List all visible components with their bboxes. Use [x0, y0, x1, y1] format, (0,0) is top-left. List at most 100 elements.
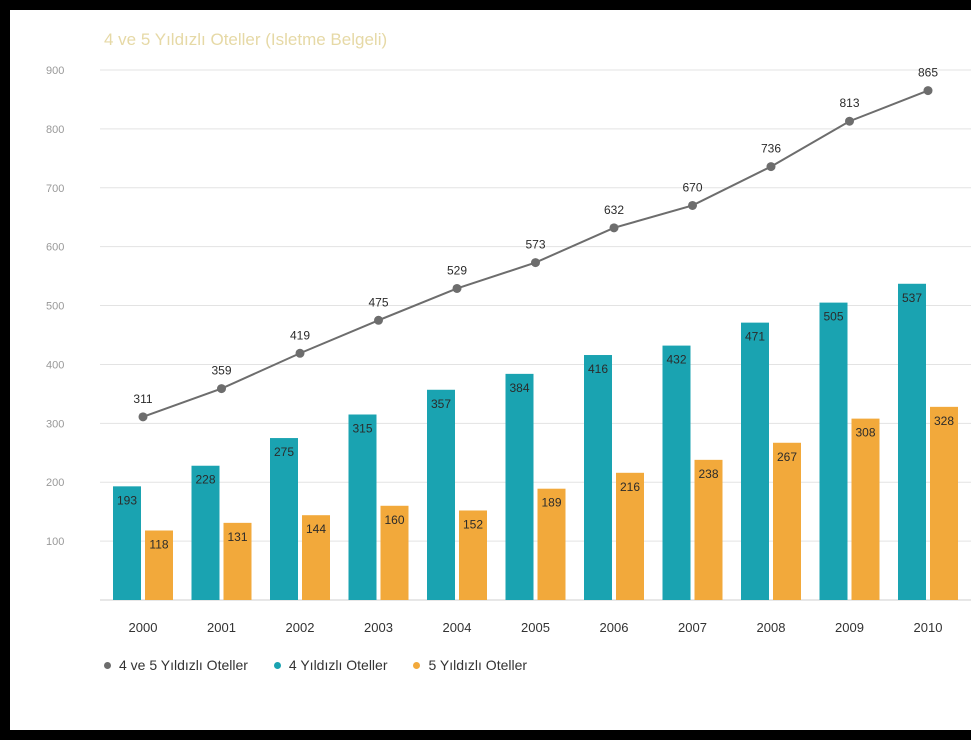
- y-tick-label: 400: [46, 359, 64, 371]
- chart-legend: 4 ve 5 Yıldızlı Oteller 4 Yıldızlı Otell…: [104, 657, 553, 673]
- bar-5-star: [380, 505, 409, 600]
- legend-label-4-star: 4 Yıldızlı Oteller: [288, 657, 388, 673]
- bar-4-star: [427, 389, 455, 600]
- legend-item-5-star: 5 Yıldızlı Oteller: [413, 657, 527, 673]
- bar-5-star-label: 328: [934, 414, 954, 428]
- legend-item-4-star: 4 Yıldızlı Oteller: [273, 657, 388, 673]
- x-tick-label: 2003: [364, 620, 393, 635]
- bar-4-star-label: 315: [352, 422, 372, 436]
- bar-5-star: [537, 488, 566, 600]
- bar-4-star: [898, 283, 926, 600]
- bar-4-star: [505, 373, 534, 600]
- y-tick-label: 500: [46, 301, 64, 313]
- line-total: [142, 89, 929, 418]
- bar-5-star: [302, 515, 330, 600]
- bar-5-star: [459, 510, 487, 600]
- line-total-label: 529: [447, 263, 467, 277]
- bar-5-star: [930, 406, 958, 600]
- line-total-label: 419: [290, 328, 310, 342]
- bar-4-star-label: 275: [274, 445, 294, 459]
- bar-4-star-label: 537: [902, 291, 922, 305]
- legend-label-total: 4 ve 5 Yıldızlı Oteller: [119, 657, 248, 673]
- bar-4-star-label: 357: [431, 397, 451, 411]
- bar-5-star-label: 189: [541, 496, 561, 510]
- bar-5-star: [223, 522, 252, 600]
- bar-5-star: [694, 459, 723, 600]
- bar-4-star-label: 228: [195, 473, 215, 487]
- bar-4-star: [741, 322, 769, 600]
- bar-4-star: [819, 302, 848, 600]
- bar-4-star: [584, 355, 612, 600]
- bar-4-star: [270, 438, 298, 600]
- x-tick-label: 2001: [207, 620, 236, 635]
- line-total-point: [138, 412, 148, 422]
- legend-marker-4-star: [273, 661, 281, 669]
- x-tick-label: 2008: [757, 620, 786, 635]
- bar-5-star-label: 238: [698, 467, 718, 481]
- legend-item-total: 4 ve 5 Yıldızlı Oteller: [104, 657, 248, 673]
- bar-5-star: [773, 442, 801, 600]
- bar-4-star-label: 505: [823, 310, 843, 324]
- line-total-label: 475: [368, 295, 388, 309]
- line-total-label: 359: [211, 364, 231, 378]
- legend-label-5-star: 5 Yıldızlı Oteller: [428, 657, 528, 673]
- x-tick-label: 2004: [443, 620, 472, 635]
- bar-4-star-label: 432: [666, 353, 686, 367]
- bar-4-star: [191, 465, 220, 600]
- bar-4-star: [113, 486, 141, 600]
- bar-4-star-label: 416: [588, 362, 608, 376]
- line-total-label: 813: [839, 96, 859, 110]
- bar-5-star-label: 118: [149, 538, 168, 552]
- line-total-point: [609, 223, 619, 233]
- line-total-point: [217, 384, 226, 394]
- bar-4-star: [662, 345, 691, 600]
- bar-5-star-label: 308: [855, 426, 875, 440]
- y-tick-label: 300: [46, 418, 64, 430]
- bar-5-star-label: 144: [306, 522, 326, 536]
- x-tick-label: 2007: [678, 620, 707, 635]
- chart-title: 4 ve 5 Yıldızlı Oteller (Isletme Belgeli…: [104, 30, 388, 49]
- bar-5-star-label: 131: [227, 530, 247, 544]
- bar-5-star-label: 160: [384, 513, 404, 527]
- x-tick-label: 2005: [521, 620, 550, 635]
- line-total-label: 865: [918, 66, 938, 80]
- bar-5-star: [616, 472, 644, 600]
- line-total-label: 311: [133, 392, 152, 406]
- x-tick-label: 2002: [286, 620, 315, 635]
- bar-5-star: [145, 530, 173, 600]
- y-tick-label: 700: [46, 183, 64, 195]
- y-tick-label: 900: [46, 65, 64, 77]
- bar-5-star-label: 152: [463, 517, 483, 531]
- line-total-label: 573: [525, 238, 545, 252]
- line-total-point: [295, 348, 305, 358]
- y-tick-label: 200: [46, 477, 64, 489]
- line-total-point: [845, 116, 854, 126]
- legend-marker-5-star: [413, 661, 421, 669]
- x-tick-label: 2006: [600, 620, 629, 635]
- x-tick-label: 2010: [914, 620, 943, 635]
- line-total-point: [374, 315, 383, 325]
- line-total-point: [923, 86, 933, 96]
- y-tick-label: 100: [46, 536, 64, 548]
- line-total-point: [688, 200, 697, 210]
- legend-marker-total: [104, 661, 111, 669]
- line-total-label: 736: [761, 142, 781, 156]
- bar-4-star-label: 471: [745, 330, 765, 344]
- bar-5-star-label: 267: [777, 450, 797, 464]
- line-total-point: [531, 258, 540, 268]
- x-tick-label: 2000: [129, 620, 158, 635]
- line-total-point: [452, 283, 462, 293]
- line-total-point: [766, 162, 776, 172]
- line-total-label: 670: [682, 180, 702, 194]
- bar-4-star-label: 384: [509, 381, 529, 395]
- bar-4-star: [348, 414, 377, 600]
- bar-4-star-label: 193: [117, 493, 137, 507]
- bar-5-star-label: 216: [620, 480, 640, 494]
- y-tick-label: 600: [46, 242, 64, 254]
- y-tick-label: 800: [46, 124, 64, 136]
- bar-5-star: [851, 418, 880, 600]
- line-total-label: 632: [604, 203, 624, 217]
- x-tick-label: 2009: [835, 620, 864, 635]
